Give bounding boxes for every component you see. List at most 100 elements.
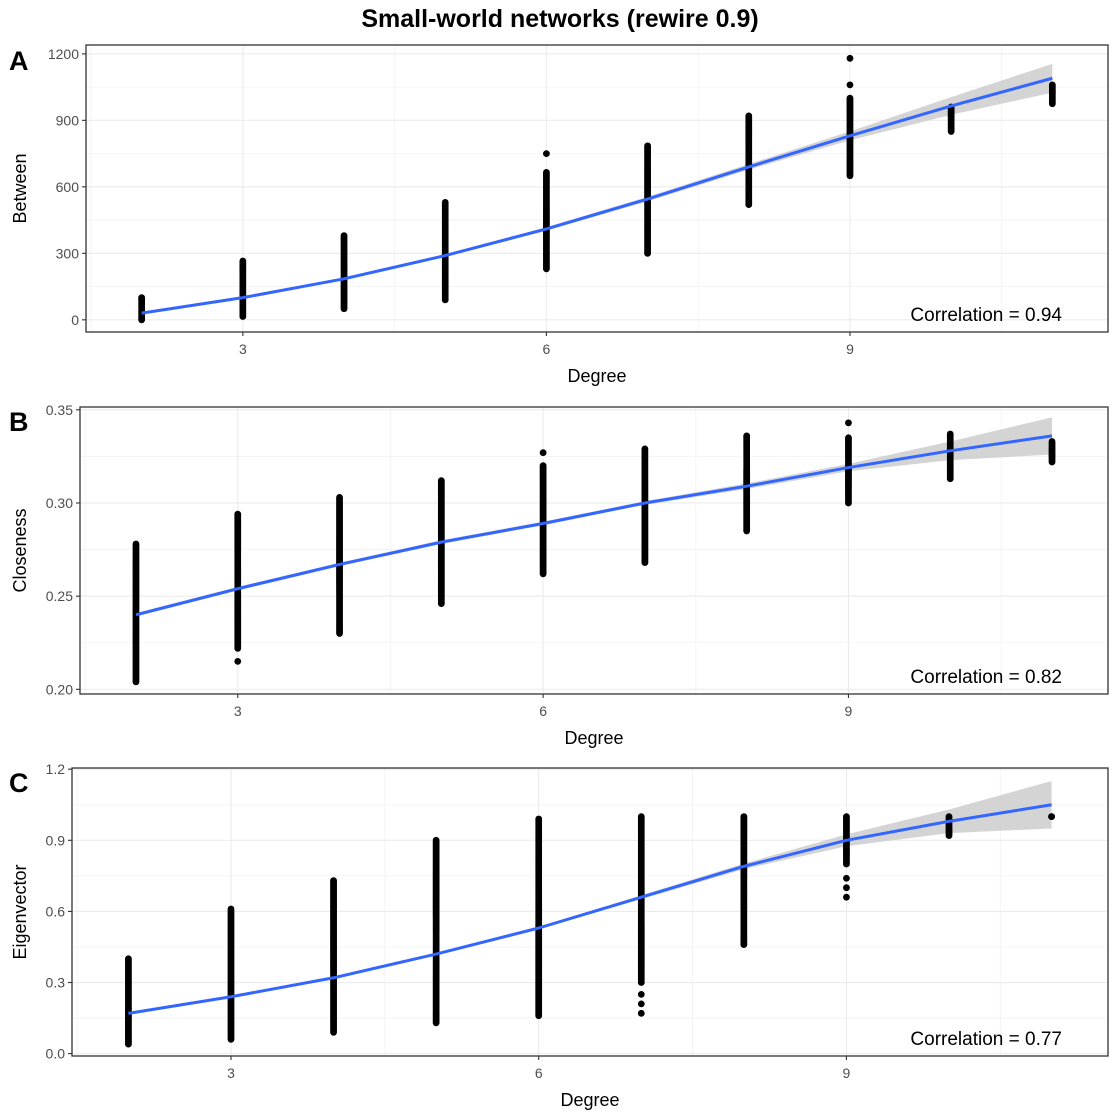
panel-border	[85, 44, 1109, 333]
degree-column-8	[740, 813, 748, 948]
x-tick-label: 6	[543, 341, 551, 357]
scatter-point	[1048, 100, 1056, 108]
fit-line	[141, 76, 1053, 315]
y-tick-label: 0.20	[46, 681, 73, 697]
confidence-band-layer	[128, 781, 1052, 1015]
x-tick-label: 3	[239, 341, 247, 357]
scatter-point	[1048, 458, 1056, 466]
y-tick-label: 300	[56, 245, 80, 261]
degree-column-4	[330, 877, 337, 1036]
degree-column-2	[138, 294, 146, 324]
panel-c: C 0.0 0.3 0.6 0.9 1.2 3 6 9 Degree Eigen…	[9, 761, 1109, 1110]
points-layer	[125, 813, 1055, 1048]
scatter-point	[330, 1028, 337, 1036]
x-tick-label: 6	[539, 703, 547, 719]
confidence-band	[128, 781, 1052, 1015]
degree-column-3	[239, 257, 247, 320]
scatter-point	[945, 832, 953, 839]
points-layer	[138, 54, 1056, 324]
x-tick-label: 9	[846, 341, 854, 357]
degree-column-7	[637, 813, 645, 1017]
panel-border	[79, 406, 1109, 695]
scatter-point	[846, 172, 854, 180]
panel-b: B 0.20 0.25 0.30 0.35 3 6 9 Degree Close…	[9, 402, 1109, 748]
panel-label: A	[9, 46, 29, 76]
axes	[82, 44, 1109, 336]
confidence-band-layer	[135, 417, 1053, 617]
correlation-annotation: Correlation = 0.94	[910, 305, 1062, 326]
y-tick-label: 0	[71, 312, 79, 328]
scatter-point	[743, 527, 751, 535]
degree-column-4	[340, 232, 348, 313]
scatter-point	[845, 419, 852, 427]
scatter-point	[846, 54, 854, 62]
x-tick-label: 6	[535, 1065, 543, 1081]
scatter-point	[641, 559, 649, 567]
scatter-point	[637, 979, 645, 986]
points-layer	[132, 419, 1056, 686]
y-tick-label: 900	[56, 112, 80, 128]
degree-column-6	[539, 449, 547, 578]
degree-column-9	[843, 813, 850, 901]
degree-column-10	[946, 430, 954, 483]
scatter-point	[637, 1000, 645, 1008]
scatter-point	[441, 296, 449, 304]
fit-layer	[141, 76, 1053, 315]
scatter-point	[843, 893, 850, 901]
scatter-point	[336, 630, 343, 637]
degree-column-2	[125, 955, 132, 1048]
scatter-point	[543, 150, 550, 157]
degree-column-9	[846, 54, 854, 180]
scatter-point	[340, 305, 348, 313]
scatter-point	[740, 941, 748, 948]
degree-column-5	[441, 198, 449, 304]
scatter-point	[1048, 813, 1055, 820]
panel-label: C	[9, 768, 29, 798]
y-tick-label: 0.9	[46, 832, 66, 848]
scatter-point	[843, 884, 850, 892]
scatter-point	[239, 313, 247, 320]
scatter-point	[234, 657, 242, 665]
scatter-point	[539, 570, 547, 578]
scatter-point	[138, 316, 146, 324]
x-axis-title: Degree	[564, 728, 623, 748]
scatter-point	[947, 128, 955, 135]
scatter-point	[535, 1012, 543, 1020]
scatter-point	[846, 81, 854, 89]
y-axis-title: Between	[10, 153, 30, 223]
scatter-point	[637, 1009, 645, 1017]
x-tick-label: 9	[845, 703, 853, 719]
scatter-point	[745, 201, 753, 208]
scatter-point	[539, 449, 547, 457]
y-tick-label: 600	[56, 179, 80, 195]
degree-column-2	[132, 540, 140, 686]
panel-border	[71, 767, 1109, 1057]
confidence-band	[141, 63, 1053, 314]
degree-column-3	[234, 510, 242, 665]
degree-column-5	[437, 477, 445, 608]
scatter-point	[437, 600, 445, 608]
degree-column-11	[1048, 813, 1055, 820]
panel-label: B	[9, 407, 29, 437]
figure-title: Small-world networks (rewire 0.9)	[361, 5, 758, 33]
y-tick-label: 0.35	[46, 402, 73, 418]
degree-column-8	[743, 432, 751, 535]
degree-column-10	[947, 103, 955, 135]
degree-column-10	[945, 813, 953, 839]
scatter-point	[132, 678, 140, 686]
x-tick-label: 3	[234, 703, 242, 719]
fit-layer	[135, 434, 1053, 617]
y-axis-title: Eigenvector	[10, 864, 30, 959]
y-tick-label: 0.0	[46, 1046, 66, 1062]
scatter-point	[947, 112, 955, 120]
correlation-annotation: Correlation = 0.77	[910, 1029, 1062, 1050]
axes	[76, 406, 1109, 698]
fit-layer	[128, 803, 1052, 1015]
scatter-point	[637, 990, 645, 998]
x-tick-label: 9	[843, 1065, 851, 1081]
degree-column-5	[432, 836, 440, 1027]
degree-column-6	[543, 150, 550, 273]
scatter-point	[845, 499, 852, 507]
y-tick-label: 1.2	[46, 761, 66, 777]
